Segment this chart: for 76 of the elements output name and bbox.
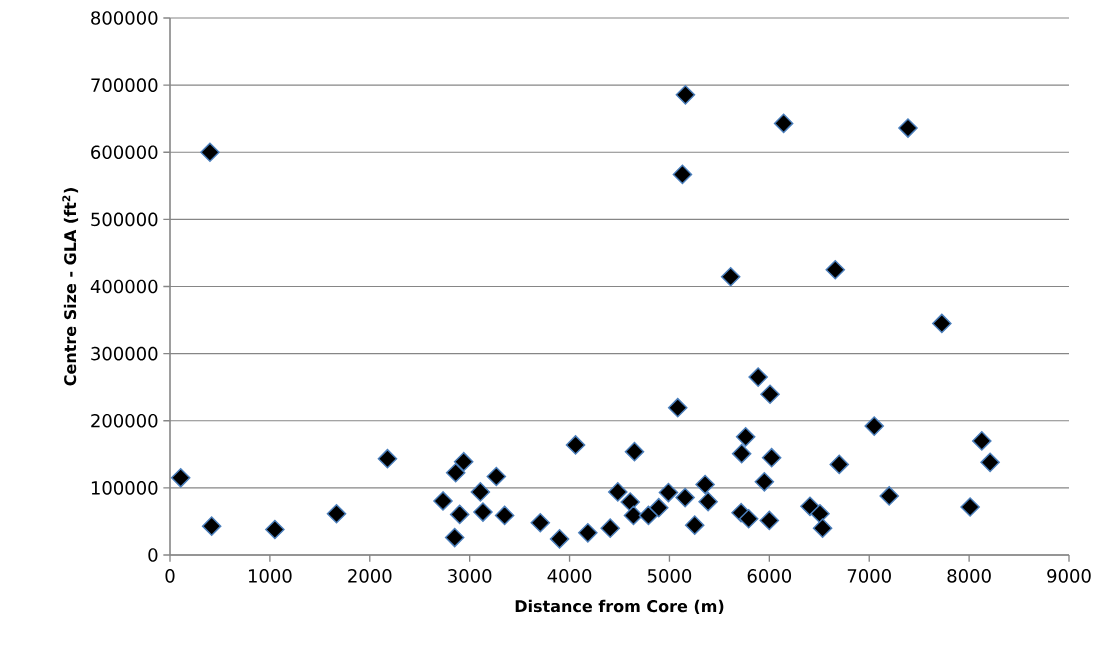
point [620,492,640,512]
x-tick-label: 2000 [348,569,392,583]
point [748,367,768,387]
y-tick-label: 100000 [91,481,158,495]
x-tick-label: 9000 [1047,569,1091,583]
point [864,416,885,436]
point [608,482,628,502]
point [972,431,992,451]
y-tick-label: 500000 [91,212,158,227]
point [735,427,756,447]
point [453,451,474,472]
point [265,519,285,540]
point [600,518,620,538]
point [675,487,695,508]
point [201,516,222,536]
point [648,497,669,518]
point [812,518,833,538]
point [445,462,466,483]
point [760,384,780,405]
x-tick-label: 7000 [847,569,891,583]
point [565,435,586,455]
y-tick-label: 0 [148,548,158,562]
point [672,164,693,185]
point [684,515,705,535]
x-tick-label: 8000 [947,569,991,583]
point [578,523,598,543]
point [738,508,759,529]
y-tick-label: 300000 [91,346,158,361]
x-axis-title: Distance from Core (m) [515,599,724,615]
point [698,491,718,512]
point [731,443,752,464]
point [754,472,775,492]
point [810,503,830,524]
point [326,503,347,524]
point [675,85,696,105]
point [658,482,679,503]
point [761,447,782,468]
point [932,313,952,334]
point [377,448,398,469]
point [530,512,551,533]
y-axis-title: Centre Size - GLA (ft$^{2}$) [62,188,79,386]
point [960,497,980,517]
x-tick-label: 1000 [248,569,292,583]
y-tick-label: 800000 [91,11,158,25]
point [473,502,493,522]
point [825,259,846,280]
point [695,474,715,495]
point [549,529,570,549]
point [470,482,491,502]
point [638,505,659,526]
y-tick-label: 400000 [90,279,158,294]
y-tick-label: 200000 [91,413,158,428]
point [898,118,918,138]
y-tick-label: 600000 [91,145,158,160]
point [624,441,645,462]
point [720,266,741,287]
point [667,397,688,418]
y-tick-label: 700000 [91,78,158,92]
point [623,505,644,526]
point [980,452,1000,473]
point [879,486,899,506]
x-tick-label: 5000 [647,569,692,583]
x-tick-label: 4000 [547,569,592,583]
x-tick-label: 0 [165,569,175,583]
point [829,454,850,475]
point [200,142,220,163]
x-tick-label: 6000 [747,569,792,583]
point [444,527,465,548]
x-tick-label: 3000 [448,569,492,583]
point [449,504,470,525]
point [170,468,191,488]
point [759,510,780,531]
point [494,505,515,526]
point [773,113,794,134]
point [433,491,453,511]
point [486,466,507,487]
